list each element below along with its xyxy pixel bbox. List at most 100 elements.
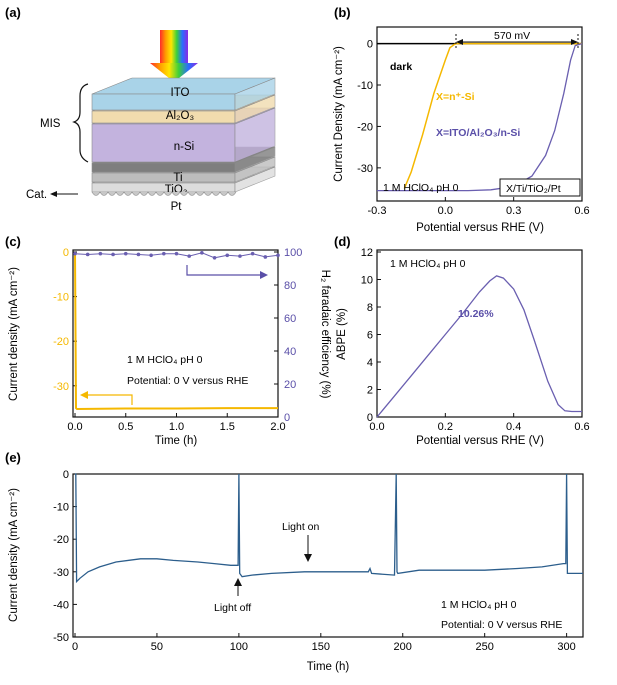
x-tick-label: 250	[475, 641, 493, 653]
y-tick-label: -20	[53, 336, 69, 348]
light-off-label: Light off	[214, 602, 251, 614]
layer-side	[234, 77, 276, 111]
layer-label: n-Si	[174, 141, 194, 153]
light-on-arrow-icon	[304, 535, 312, 562]
b-ylabel: Current Density (mA cm⁻²)	[333, 46, 345, 182]
c-xlabel: Time (h)	[155, 435, 198, 447]
y-tick-label: 0	[367, 39, 373, 51]
panel-c: (c) 0.0 0.5 1.0 1.5 2.00-10-20-3010080604020…	[5, 234, 331, 447]
faradaic-point	[250, 251, 255, 256]
faradaic-point	[276, 253, 280, 258]
panel-b-frame	[376, 26, 583, 202]
dark-label: dark	[390, 61, 412, 73]
layer-side	[234, 107, 276, 163]
faradaic-point	[225, 253, 230, 258]
faradaic-point	[238, 254, 242, 258]
faradaic-point	[98, 251, 103, 256]
d-xlabel: Potential versus RHE (V)	[416, 435, 544, 447]
x-tick-label: 100	[230, 641, 248, 653]
x-tick-label: 200	[394, 641, 412, 653]
layer-label: Al₂O₃	[166, 110, 195, 122]
x-tick-label: 0.0	[438, 205, 453, 217]
y-tick-label: 6	[367, 330, 373, 342]
b-electrolyte: 1 M HClO₄ pH 0	[383, 182, 459, 194]
cat-label: Cat.	[26, 189, 47, 201]
y-tick-label: 8	[367, 302, 373, 314]
faradaic-point	[263, 255, 268, 259]
y-tick-label: 60	[284, 313, 296, 325]
y-tick-label: 100	[284, 247, 302, 259]
layer-front	[91, 93, 236, 111]
x-tick-label: 0.0	[67, 421, 82, 433]
gap-arrow-icon	[455, 34, 579, 50]
structure-box-text: X/Ti/TiO₂/Pt	[506, 183, 561, 195]
e-ylabel: Current density (mA cm⁻²)	[8, 488, 20, 622]
x-tick-label: 0.2	[438, 421, 453, 433]
layer-label: Ti	[173, 172, 182, 184]
n-si-label: X=n⁺-Si	[436, 91, 475, 103]
panel-b: (b) -0.3 0.0 0.3 0.60-10-20-30 570 mV dark …	[333, 5, 590, 234]
faradaic-point	[136, 252, 141, 257]
x-tick-label: 0	[72, 641, 78, 653]
peak-label: 10.26%	[458, 308, 494, 320]
structure-box	[499, 178, 581, 197]
x-tick-label: -0.3	[368, 205, 387, 217]
panel-e-label: (e)	[5, 450, 21, 465]
layer-front	[91, 182, 236, 193]
y-tick-label: 12	[361, 247, 373, 259]
faradaic-point	[85, 252, 90, 257]
d-note: 1 M HClO₄ pH 0	[390, 258, 466, 270]
c-ylabel2: H₂ faradaic efficiency (%)	[319, 270, 331, 399]
panel-b-ticks: -0.3 0.0 0.3 0.6 0 -10 -20 -30	[357, 39, 590, 217]
y-tick-label: 4	[367, 357, 373, 369]
y-tick-label: 0	[284, 412, 290, 424]
layer-side	[234, 146, 276, 173]
layer-front	[91, 110, 236, 124]
y-tick-label: -10	[53, 502, 69, 514]
y-tick-label: 40	[284, 346, 296, 358]
panel-b-label: (b)	[334, 5, 351, 20]
c-right-arrow-icon	[186, 265, 268, 279]
y-tick-label: 80	[284, 280, 296, 292]
layer-side	[234, 156, 276, 183]
y-tick-label: 0	[63, 247, 69, 259]
y-tick-label: 0	[63, 469, 69, 481]
d-ylabel: ABPE (%)	[336, 308, 348, 360]
panel-a-label: (a)	[5, 5, 21, 20]
layer-side	[234, 166, 276, 193]
faradaic-point	[162, 251, 166, 256]
abpe-curve	[376, 275, 582, 418]
y-tick-label: -30	[357, 163, 373, 175]
x-tick-label: 1.5	[220, 421, 235, 433]
c-faradaic-points	[73, 251, 280, 260]
faradaic-point	[149, 253, 153, 258]
faradaic-point	[200, 251, 204, 255]
x-tick-label: 1.0	[169, 421, 184, 433]
panel-c-frame	[72, 249, 279, 418]
x-tick-label: 2.0	[270, 421, 285, 433]
layer-front	[91, 172, 236, 183]
layer-front	[91, 123, 236, 163]
x-tick-label: 50	[151, 641, 163, 653]
light-on-label: Light on	[282, 521, 320, 533]
gap-label: 570 mV	[494, 30, 530, 42]
light-arrow-icon	[150, 30, 198, 82]
layer-label: ITO	[171, 87, 190, 99]
cat-arrow-icon	[50, 191, 78, 197]
faradaic-point	[123, 251, 128, 256]
y-tick-label: -20	[53, 534, 69, 546]
faradaic-point	[111, 252, 115, 257]
mis-brace-icon	[72, 83, 89, 163]
c-note1: 1 M HClO₄ pH 0	[127, 354, 203, 366]
panel-e-ticks: 0 50 100 150 200 250 300 0 -10 -20 -30 -40 -50	[53, 469, 576, 653]
e-note2: Potential: 0 V versus RHE	[441, 619, 562, 631]
faradaic-point	[73, 251, 77, 256]
panel-e-frame	[72, 473, 584, 638]
c-left-arrow-icon	[80, 391, 133, 405]
y-tick-label: 2	[367, 385, 373, 397]
e-note1: 1 M HClO₄ pH 0	[441, 599, 517, 611]
y-tick-label: -20	[357, 121, 373, 133]
stability-curve	[75, 473, 583, 584]
